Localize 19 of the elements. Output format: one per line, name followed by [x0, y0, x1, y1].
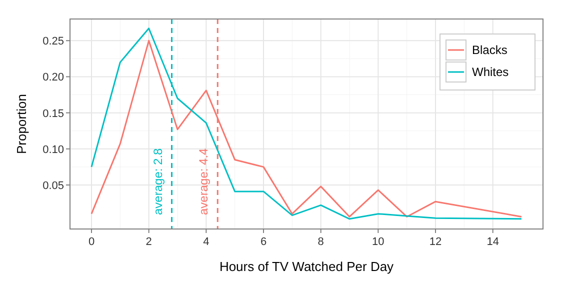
legend-label: Whites: [472, 65, 509, 79]
y-tick-label: 0.20: [42, 72, 64, 84]
y-tick-label: 0.10: [42, 144, 64, 156]
legend-label: Blacks: [472, 43, 508, 57]
y-tick-label: 0.05: [42, 180, 64, 192]
x-axis-title: Hours of TV Watched Per Day: [219, 259, 394, 274]
y-axis-title: Proportion: [14, 94, 29, 154]
x-tick-label: 2: [146, 236, 152, 248]
ref-line-label: average: 2.8: [150, 148, 165, 215]
x-tick-label: 0: [88, 236, 95, 248]
x-tick-label: 4: [203, 236, 210, 248]
x-tick-label: 14: [486, 236, 499, 248]
x-tick-label: 12: [429, 236, 442, 248]
x-tick-label: 10: [372, 236, 384, 248]
x-tick-label: 8: [318, 236, 324, 248]
x-tick-label: 6: [260, 236, 267, 248]
ref-line-label: average: 4.4: [196, 148, 211, 215]
y-tick-label: 0.15: [42, 108, 64, 120]
y-tick-label: 0.25: [42, 36, 64, 48]
